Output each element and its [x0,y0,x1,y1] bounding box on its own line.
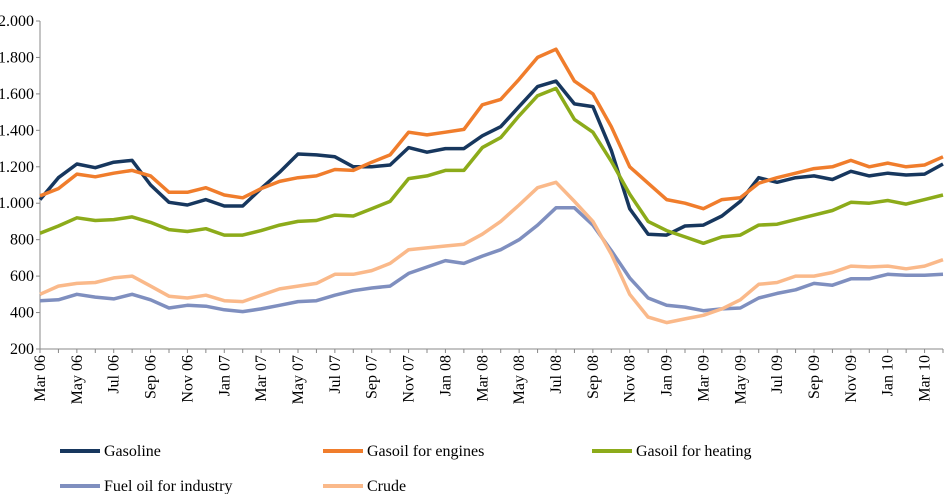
y-tick-label: 1.200 [0,159,34,176]
legend-label: Crude [367,478,406,494]
x-tick-label: Sep 06 [143,355,160,399]
x-tick-label: Nov 07 [401,355,418,403]
legend-label: Gasoil for engines [367,443,484,460]
x-tick-label: May 08 [511,355,528,404]
legend-label: Fuel oil for industry [104,478,232,494]
x-tick-label: Jan 08 [437,355,454,396]
x-tick-label: Sep 09 [806,355,823,399]
x-tick-label: Nov 09 [843,355,860,403]
x-tick-label: May 09 [732,355,749,404]
x-tick-label: Jan 10 [880,355,897,396]
legend-label: Gasoil for heating [636,443,752,460]
x-tick-label: Sep 07 [364,355,381,399]
x-tick-label: Mar 09 [695,355,712,402]
legend-label: Gasoline [104,443,161,460]
x-tick-label: Mar 07 [253,355,270,402]
x-tick-label: Jul 07 [327,355,344,394]
y-tick-label: 400 [10,305,34,322]
y-tick-label: 1.800 [0,49,34,66]
x-tick-label: Jul 06 [106,355,123,394]
x-tick-label: Jan 09 [659,355,676,396]
x-tick-label: Mar 06 [32,355,49,402]
y-tick-label: 2.000 [0,13,34,30]
y-tick-label: 600 [10,268,34,285]
y-tick-label: 1.400 [0,122,34,139]
y-tick-label: 1.000 [0,195,34,212]
series-line [39,47,944,211]
x-tick-label: Mar 08 [474,355,491,402]
x-tick-label: Nov 06 [179,355,196,403]
x-tick-label: Jul 09 [769,355,786,394]
series-line [38,79,944,237]
y-tick-label: 200 [10,341,34,358]
x-tick-label: Mar 10 [917,355,934,402]
y-tick-label: 1.600 [0,86,34,103]
x-tick-label: May 06 [69,355,86,404]
series-line [39,206,944,314]
x-tick-label: Jul 08 [548,355,565,394]
series-line [39,180,944,325]
x-tick-label: May 07 [290,355,307,404]
x-tick-label: Jan 07 [216,355,233,396]
x-tick-label: Sep 08 [585,355,602,399]
series-line [39,86,944,246]
y-tick-label: 800 [10,232,34,249]
x-tick-label: Nov 08 [622,355,639,403]
